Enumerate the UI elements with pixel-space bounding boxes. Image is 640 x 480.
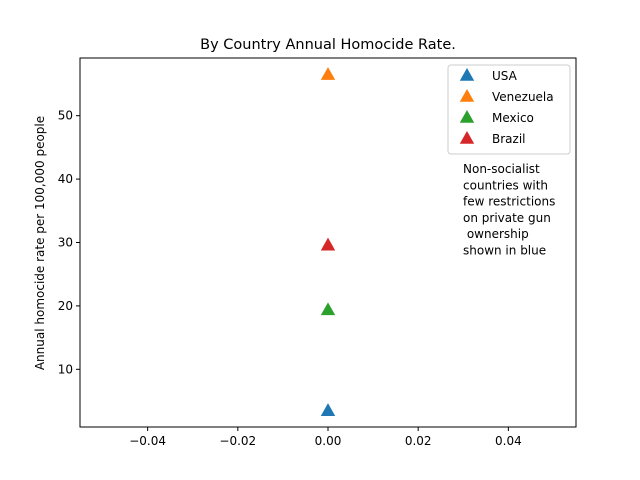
y-tick-label: 20	[58, 299, 73, 313]
legend-label: Venezuela	[492, 90, 554, 104]
x-tick-label: 0.04	[495, 434, 522, 448]
legend-marker	[459, 68, 475, 81]
y-tick-label: 50	[58, 109, 73, 123]
x-tick-label: −0.02	[219, 434, 256, 448]
y-tick-label: 30	[58, 236, 73, 250]
x-tick-label: 0.02	[405, 434, 432, 448]
y-tick-label: 10	[58, 362, 73, 376]
annotation-line: few restrictions	[463, 195, 555, 209]
y-axis-label: Annual homocide rate per 100,000 people	[33, 116, 47, 370]
legend-marker	[459, 89, 475, 102]
legend-box	[447, 64, 571, 155]
chart-title: By Country Annual Homocide Rate.	[200, 37, 456, 53]
annotation-line: countries with	[463, 178, 548, 192]
annotation-line: shown in blue	[463, 244, 546, 258]
legend-marker	[459, 110, 475, 123]
plot-area: −0.04 −0.02 0.00 0.02 0.04 10 20 30 40 50 USA Venez…	[58, 57, 577, 448]
legend-label: USA	[492, 69, 518, 83]
annotation-line: on private gun	[463, 211, 551, 225]
annotation-line: Non-socialist	[463, 162, 540, 176]
y-tick-label: 40	[58, 172, 73, 186]
data-point	[320, 237, 336, 251]
data-point	[320, 302, 336, 316]
legend-label: Brazil	[492, 132, 526, 146]
data-point	[320, 403, 336, 416]
data-point	[320, 67, 336, 80]
legend-marker	[459, 131, 475, 144]
x-tick-label: −0.04	[129, 434, 166, 448]
x-tick-label: 0.00	[315, 434, 342, 448]
annotation-line: ownership	[463, 227, 529, 241]
legend-label: Mexico	[492, 111, 534, 125]
